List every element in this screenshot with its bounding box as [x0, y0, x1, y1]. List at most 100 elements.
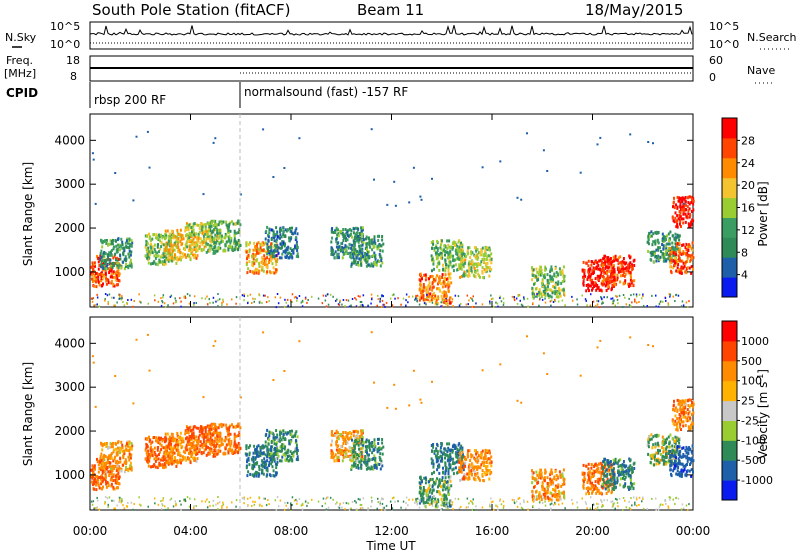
data-cell	[125, 460, 128, 464]
data-cell	[105, 282, 108, 286]
data-cell	[602, 257, 605, 261]
data-cell	[169, 237, 171, 241]
data-cell	[451, 298, 454, 301]
data-cell	[103, 259, 106, 263]
data-cell	[99, 457, 102, 461]
data-cell	[218, 437, 221, 441]
data-cell	[336, 436, 339, 440]
data-cell	[606, 258, 609, 262]
data-cell	[179, 251, 182, 255]
data-cell	[190, 429, 193, 432]
data-cell	[188, 439, 191, 443]
data-cell	[342, 442, 345, 445]
data-cell	[344, 449, 347, 452]
data-cell	[260, 471, 263, 475]
data-cell	[209, 301, 211, 304]
data-cell	[100, 260, 103, 264]
data-cell	[550, 265, 553, 269]
data-cell	[272, 454, 275, 458]
data-cell	[112, 270, 115, 274]
data-cell	[146, 250, 149, 253]
data-cell	[642, 293, 644, 296]
data-cell	[437, 280, 440, 284]
data-cell	[357, 227, 360, 231]
data-cell	[265, 432, 268, 436]
data-cell	[426, 293, 428, 296]
data-cell	[270, 441, 273, 444]
data-cell	[394, 204, 397, 207]
data-cell	[167, 234, 170, 238]
data-cell	[537, 278, 540, 282]
data-cell	[226, 303, 228, 306]
data-cell	[164, 432, 167, 436]
data-cell	[365, 438, 368, 442]
data-cell	[284, 437, 287, 441]
data-cell	[689, 254, 692, 258]
data-cell	[490, 261, 493, 265]
data-cell	[237, 422, 240, 426]
data-cell	[208, 225, 211, 229]
data-cell	[378, 463, 381, 466]
data-cell	[222, 300, 224, 303]
data-cell	[616, 295, 618, 298]
data-cell	[172, 258, 175, 262]
data-cell	[247, 253, 250, 257]
data-cell	[208, 428, 211, 432]
data-cell	[128, 449, 131, 453]
data-cell	[332, 456, 335, 460]
data-cell	[418, 296, 421, 300]
data-cell	[282, 432, 285, 436]
data-cell	[214, 422, 217, 426]
data-cell	[490, 298, 493, 301]
data-cell	[353, 237, 356, 241]
data-cell	[233, 232, 236, 236]
data-cell	[116, 446, 119, 450]
data-cell	[582, 282, 585, 286]
data-cell	[105, 242, 108, 245]
data-cell	[616, 273, 619, 277]
data-cell	[607, 286, 610, 290]
data-cell	[196, 244, 199, 247]
data-cell	[326, 293, 328, 296]
data-cell	[686, 256, 689, 260]
data-cell	[636, 301, 638, 304]
data-cell	[336, 298, 338, 301]
data-cell	[581, 294, 583, 297]
data-cell	[295, 430, 298, 434]
data-cell	[215, 241, 218, 245]
data-cell	[433, 246, 436, 250]
data-cell	[268, 261, 270, 264]
data-cell	[213, 424, 216, 428]
data-cell	[538, 288, 541, 292]
data-cell	[517, 295, 520, 297]
data-cell	[500, 300, 503, 303]
data-cell	[268, 452, 271, 456]
data-cell	[146, 445, 149, 449]
data-cell	[112, 473, 115, 477]
data-cell	[170, 252, 173, 256]
data-cell	[193, 255, 196, 259]
data-cell	[335, 245, 338, 249]
data-cell	[356, 253, 359, 257]
data-cell	[230, 442, 233, 446]
data-cell	[667, 249, 670, 253]
data-cell	[99, 455, 102, 459]
data-cell	[146, 256, 149, 260]
data-cell	[452, 269, 455, 273]
data-cell	[98, 305, 101, 308]
data-cell	[111, 445, 114, 449]
data-cell	[606, 274, 609, 278]
data-cell	[617, 256, 620, 260]
data-cell	[604, 278, 607, 282]
data-cell	[92, 297, 95, 300]
data-cell	[202, 440, 205, 444]
data-cell	[368, 238, 371, 242]
data-cell	[631, 263, 633, 267]
data-cell	[594, 277, 597, 281]
data-cell	[690, 222, 693, 226]
data-cell	[130, 244, 133, 248]
data-cell	[452, 258, 455, 262]
data-cell	[531, 286, 534, 290]
data-cell	[95, 285, 98, 289]
data-cell	[191, 451, 193, 455]
